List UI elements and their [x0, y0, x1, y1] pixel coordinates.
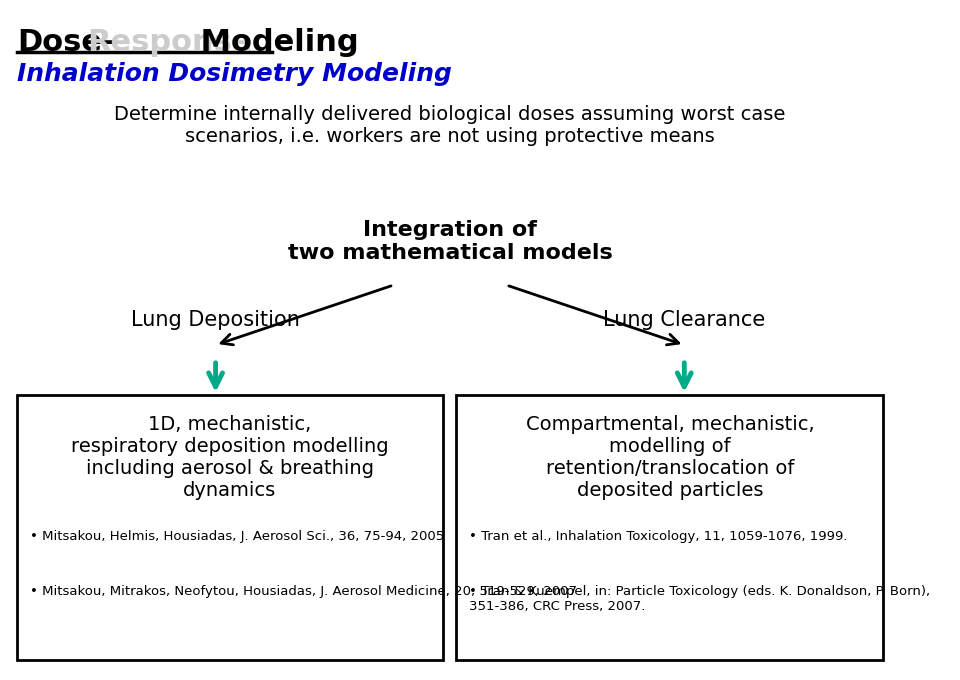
Text: • Mitsakou, Helmis, Housiadas, J. Aerosol Sci., 36, 75-94, 2005: • Mitsakou, Helmis, Housiadas, J. Aeroso… — [30, 530, 444, 543]
Text: • Tran et al., Inhalation Toxicology, 11, 1059-1076, 1999.: • Tran et al., Inhalation Toxicology, 11… — [468, 530, 847, 543]
Text: Lung Deposition: Lung Deposition — [132, 310, 300, 330]
FancyBboxPatch shape — [17, 395, 444, 660]
Text: • Tran & Kuempel, in: Particle Toxicology (eds. K. Donaldson, P. Born), 351-386,: • Tran & Kuempel, in: Particle Toxicolog… — [468, 585, 930, 613]
FancyBboxPatch shape — [457, 395, 883, 660]
Text: Integration of
two mathematical models: Integration of two mathematical models — [288, 220, 612, 263]
Text: 1D, mechanistic,
respiratory deposition modelling
including aerosol & breathing
: 1D, mechanistic, respiratory deposition … — [71, 415, 389, 500]
Text: Dose-: Dose- — [17, 28, 114, 57]
Text: Response: Response — [87, 28, 252, 57]
Text: Modeling: Modeling — [190, 28, 359, 57]
Text: • Mitsakou, Mitrakos, Neofytou, Housiadas, J. Aerosol Medicine, 20, 519-529, 200: • Mitsakou, Mitrakos, Neofytou, Housiada… — [30, 585, 577, 598]
Text: Lung Clearance: Lung Clearance — [603, 310, 765, 330]
Text: Determine internally delivered biological doses assuming worst case
scenarios, i: Determine internally delivered biologica… — [114, 105, 785, 146]
Text: Compartmental, mechanistic,
modelling of
retention/translocation of
deposited pa: Compartmental, mechanistic, modelling of… — [526, 415, 814, 500]
Text: Inhalation Dosimetry Modeling: Inhalation Dosimetry Modeling — [17, 62, 452, 86]
